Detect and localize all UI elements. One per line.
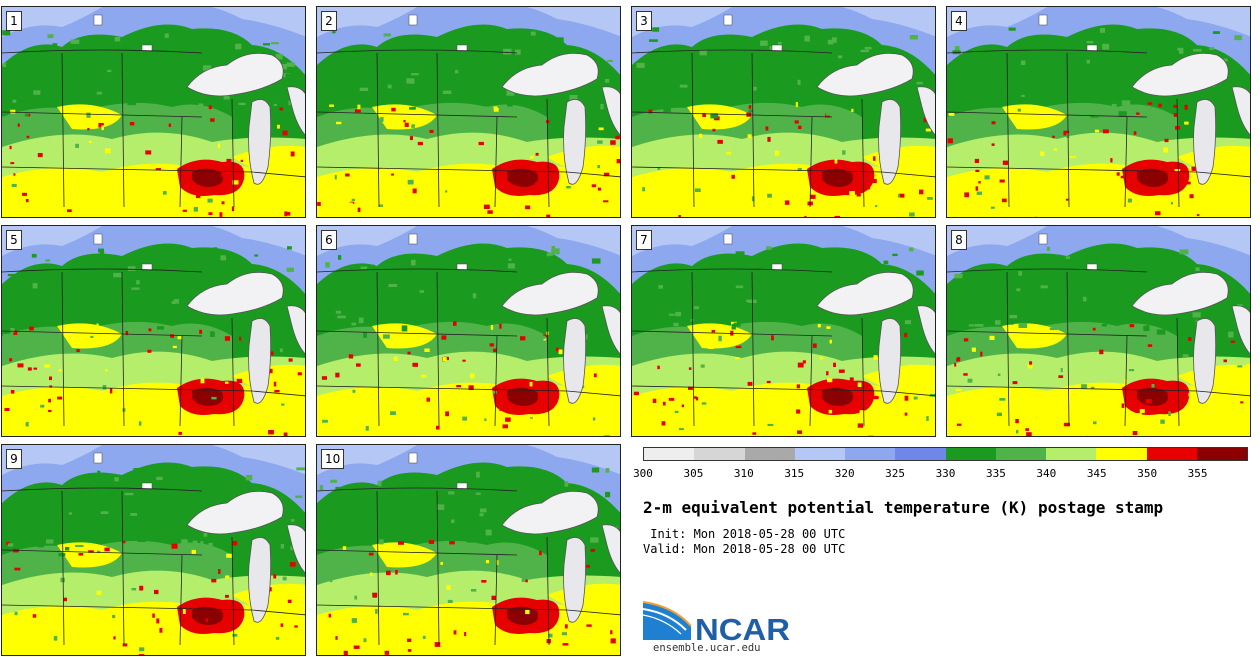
ensemble-member-panel: 5 [1, 225, 306, 437]
member-number: 8 [951, 230, 967, 250]
colorbar-tick-label: 335 [985, 467, 1006, 480]
colorbar-tick-label: 340 [1036, 467, 1057, 480]
member-map [2, 445, 305, 655]
member-number: 3 [636, 11, 652, 31]
colorbar-segment [1096, 448, 1147, 460]
ensemble-member-panel: 2 [316, 6, 621, 218]
ncar-logo: NCAR [643, 601, 790, 644]
colorbar [643, 447, 1248, 461]
colorbar-tick-label: 330 [935, 467, 956, 480]
member-number: 4 [951, 11, 967, 31]
valid-time: Valid: Mon 2018-05-28 00 UTC [643, 542, 846, 556]
member-map [947, 226, 1250, 436]
member-number: 1 [6, 11, 22, 31]
colorbar-segment [644, 448, 695, 460]
member-number: 9 [6, 449, 22, 469]
colorbar-segment [744, 448, 795, 460]
colorbar-segment [1046, 448, 1097, 460]
member-number: 10 [321, 449, 345, 469]
colorbar-segment [1146, 448, 1197, 460]
ensemble-member-panel: 7 [631, 225, 936, 437]
colorbar-tick-label: 305 [683, 467, 704, 480]
colorbar-tick-label: 320 [834, 467, 855, 480]
member-map [632, 226, 935, 436]
colorbar-segment [1196, 448, 1247, 460]
member-number: 2 [321, 11, 337, 31]
ensemble-url: ensemble.ucar.edu [653, 642, 761, 654]
member-number: 5 [6, 230, 22, 250]
colorbar-tick-label: 325 [885, 467, 906, 480]
ensemble-member-panel: 9 [1, 444, 306, 656]
page-title: 2-m equivalent potential temperature (K)… [643, 498, 1164, 517]
colorbar-segment [694, 448, 745, 460]
ncar-logo-text: NCAR [695, 612, 790, 644]
colorbar-tick-label: 355 [1187, 467, 1208, 480]
member-map [317, 226, 620, 436]
ensemble-member-panel: 6 [316, 225, 621, 437]
ensemble-member-panel: 1 [1, 6, 306, 218]
ensemble-member-panel: 8 [946, 225, 1251, 437]
colorbar-segment [895, 448, 946, 460]
colorbar-tick-label: 350 [1137, 467, 1158, 480]
colorbar-tick-label: 300 [633, 467, 653, 480]
member-number: 6 [321, 230, 337, 250]
ensemble-member-panel: 3 [631, 6, 936, 218]
init-time: Init: Mon 2018-05-28 00 UTC [643, 527, 846, 541]
member-map [317, 7, 620, 217]
colorbar-segment [995, 448, 1046, 460]
colorbar-tick-label: 345 [1086, 467, 1107, 480]
ensemble-member-panel: 4 [946, 6, 1251, 218]
colorbar-segment [845, 448, 896, 460]
colorbar-tick-label: 310 [733, 467, 754, 480]
colorbar-segment [945, 448, 996, 460]
colorbar-segment [794, 448, 845, 460]
member-map [947, 7, 1250, 217]
member-map [317, 445, 620, 655]
member-map [2, 7, 305, 217]
member-number: 7 [636, 230, 652, 250]
member-map [632, 7, 935, 217]
colorbar-tick-label: 315 [784, 467, 805, 480]
member-map [2, 226, 305, 436]
ensemble-member-panel: 10 [316, 444, 621, 656]
